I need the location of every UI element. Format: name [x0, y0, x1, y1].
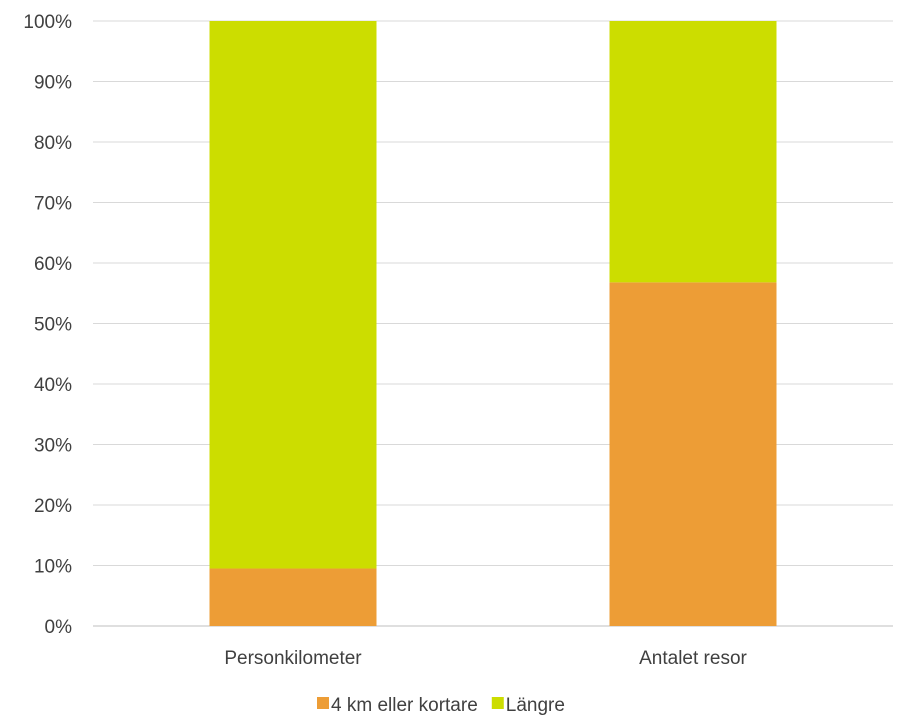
legend-swatch [317, 697, 329, 709]
y-axis: 0% 10% 20% 30% 40% 50% 60% 70% 80% 90% 100% [23, 12, 72, 638]
y-tick-label: 10% [34, 557, 72, 578]
y-tick-label: 0% [45, 617, 73, 638]
legend-label: Längre [506, 695, 565, 716]
y-tick-label: 50% [34, 315, 72, 336]
x-category-label: Antalet resor [639, 648, 747, 669]
legend-label: 4 km eller kortare [331, 695, 478, 716]
y-tick-label: 100% [23, 12, 72, 33]
y-tick-label: 60% [34, 254, 72, 275]
bar-segment-longer-1 [609, 21, 777, 283]
y-tick-label: 30% [34, 436, 72, 457]
bar-segment-short-1 [609, 282, 777, 626]
x-category-label: Personkilometer [224, 648, 362, 669]
legend: 4 km eller kortare Längre [317, 695, 565, 716]
legend-swatch [491, 697, 504, 709]
bar-segment-longer-0 [209, 21, 377, 569]
y-tick-label: 20% [34, 496, 72, 517]
y-tick-label: 40% [34, 375, 72, 396]
y-tick-label: 80% [34, 133, 72, 154]
x-axis: Personkilometer Antalet resor [224, 648, 747, 669]
y-tick-label: 70% [34, 194, 72, 215]
y-tick-label: 90% [34, 73, 72, 94]
bars [209, 21, 777, 626]
bar-segment-short-0 [209, 568, 377, 626]
